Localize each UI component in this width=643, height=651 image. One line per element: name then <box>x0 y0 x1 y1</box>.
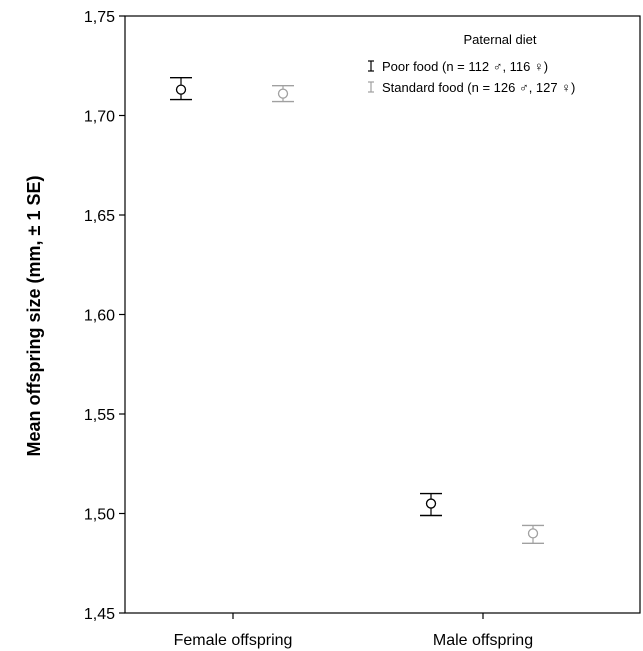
y-tick-label: 1,50 <box>84 507 115 524</box>
mean-marker <box>425 498 437 509</box>
mean-marker <box>175 84 187 95</box>
axes <box>124 15 641 614</box>
error-bar-point <box>420 492 442 517</box>
error-bar-point <box>170 76 192 101</box>
y-tick-label: 1,65 <box>84 208 115 225</box>
legend: Paternal diet Poor food (n = 112 ♂, 116 … <box>368 32 575 95</box>
x-tick-label: Male offspring <box>433 632 533 649</box>
mean-marker <box>277 88 289 99</box>
y-tick-label: 1,75 <box>84 9 115 26</box>
error-bar-point <box>522 524 544 545</box>
legend-title: Paternal diet <box>464 32 537 47</box>
y-tick-label: 1,70 <box>84 109 115 126</box>
y-axis-ticks: 1,45 1,50 1,55 1,60 1,65 1,70 1,75 <box>84 9 125 623</box>
y-tick-label: 1,55 <box>84 407 115 424</box>
error-bar-point <box>272 84 294 103</box>
mean-marker <box>527 528 539 539</box>
y-tick-label: 1,60 <box>84 308 115 325</box>
plot-frame <box>124 15 641 614</box>
x-axis-ticks: Female offspring Male offspring <box>174 613 533 649</box>
x-tick-label: Female offspring <box>174 632 293 649</box>
legend-entry-label: Poor food (n = 112 ♂, 116 ♀) <box>382 59 548 74</box>
legend-entry-label: Standard food (n = 126 ♂, 127 ♀) <box>382 80 575 95</box>
data-marks <box>170 76 544 545</box>
y-tick-label: 1,45 <box>84 606 115 623</box>
y-axis-title: Mean offspring size (mm, ± 1 SE) <box>24 176 44 457</box>
